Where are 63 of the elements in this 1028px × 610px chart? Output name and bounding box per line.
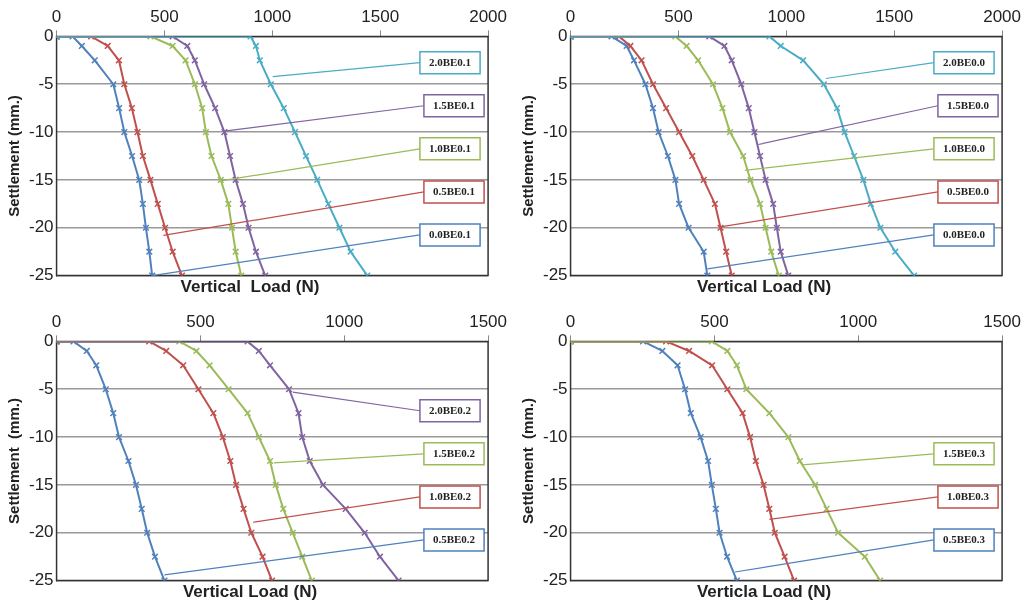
y-tick-label: -10 xyxy=(28,121,54,141)
x-tick-label: 500 xyxy=(664,6,693,26)
annotation: 1.0BE0.0 xyxy=(942,141,986,154)
y-tick-label: -5 xyxy=(552,378,568,398)
annotation: 0.5BE0.1 xyxy=(432,184,476,197)
x-tick-label: 1500 xyxy=(875,6,914,26)
y-tick-label: -5 xyxy=(552,73,568,93)
x-tick-label: 500 xyxy=(186,311,215,331)
x-tick-label: 1000 xyxy=(325,311,364,331)
y-tick-label: 0 xyxy=(558,331,568,351)
annotation: 1.5BE0.1 xyxy=(432,98,476,111)
x-tick-label: 1500 xyxy=(983,311,1021,331)
annotation: 0.5BE0.0 xyxy=(946,184,990,197)
y-tick-label: -15 xyxy=(28,169,54,189)
x-axis-title: Vertical Load (N) xyxy=(696,277,832,297)
annotation: 0.0BE0.0 xyxy=(942,227,986,240)
y-tick-label: -20 xyxy=(28,217,54,237)
y-tick-label: -5 xyxy=(38,378,54,398)
y-tick-label: -10 xyxy=(28,426,54,446)
y-tick-label: -20 xyxy=(542,217,568,237)
y-tick-label: -20 xyxy=(542,522,568,542)
y-tick-label: -25 xyxy=(28,570,54,590)
annotation: 2.0BE0.0 xyxy=(942,55,986,68)
x-tick-label: 1000 xyxy=(839,311,878,331)
y-tick-label: -15 xyxy=(28,474,54,494)
annotation: 1.5BE0.0 xyxy=(946,98,990,111)
x-tick-label: 1500 xyxy=(469,311,507,331)
y-tick-label: 0 xyxy=(44,26,54,46)
y-axis-title: Settlement (mm.) xyxy=(519,398,537,524)
x-tick-label: 1500 xyxy=(361,6,400,26)
annotation: 1.5BE0.2 xyxy=(432,446,476,459)
annotation: 0.5BE0.3 xyxy=(942,532,986,545)
y-tick-label: -25 xyxy=(28,265,54,285)
annotation: 0.0BE0.1 xyxy=(428,227,472,240)
x-tick-label: 500 xyxy=(150,6,179,26)
x-tick-label: 2000 xyxy=(983,6,1021,26)
y-tick-label: -15 xyxy=(542,474,568,494)
y-tick-label: 0 xyxy=(44,331,54,351)
y-tick-label: -10 xyxy=(542,121,568,141)
y-axis-title: Settlement (mm.) xyxy=(5,95,23,217)
y-axis-title: Settlement (mm.) xyxy=(5,398,23,524)
y-tick-label: 0 xyxy=(558,26,568,46)
x-tick-label: 1000 xyxy=(253,6,292,26)
y-axis-title: Settlement (mm.) xyxy=(519,95,537,217)
annotation: 0.5BE0.2 xyxy=(432,532,476,545)
annotation: 1.0BE0.3 xyxy=(946,489,990,502)
annotation: 1.0BE0.2 xyxy=(428,489,472,502)
x-axis-title: Vertical Load (N) xyxy=(180,277,320,297)
y-tick-label: -10 xyxy=(542,426,568,446)
x-axis-title: Vertical Load (N) xyxy=(182,582,318,602)
y-tick-label: -5 xyxy=(38,73,54,93)
x-tick-label: 500 xyxy=(700,311,729,331)
y-tick-label: -25 xyxy=(542,570,568,590)
y-tick-label: -20 xyxy=(28,522,54,542)
x-tick-label: 2000 xyxy=(469,6,507,26)
y-tick-label: -25 xyxy=(542,265,568,285)
annotation: 1.5BE0.3 xyxy=(942,446,986,459)
x-axis-title: Verticla Load (N) xyxy=(696,582,832,602)
y-tick-label: -15 xyxy=(542,169,568,189)
annotation: 2.0BE0.1 xyxy=(428,55,472,68)
annotation: 2.0BE0.2 xyxy=(428,403,472,416)
annotation: 1.0BE0.1 xyxy=(428,141,472,154)
x-tick-label: 1000 xyxy=(767,6,806,26)
